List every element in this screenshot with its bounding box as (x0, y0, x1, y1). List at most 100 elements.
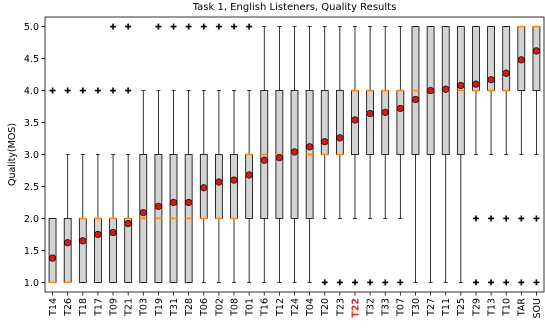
x-tick-label: T29 (471, 298, 482, 317)
outlier-point (518, 279, 525, 286)
outlier-point (518, 215, 525, 222)
x-tick-label: T30 (411, 298, 422, 317)
outlier-point (170, 23, 177, 30)
box (532, 26, 541, 91)
box-group-t24: T24 (290, 26, 301, 317)
x-tick-label: T06 (199, 298, 210, 317)
box-group-t13: T13 (486, 26, 497, 317)
box-group-tar: TAR (517, 25, 528, 317)
outlier-point (185, 23, 192, 30)
outlier-point (246, 23, 253, 30)
y-tick-label: 1.5 (24, 246, 39, 257)
outlier-point (231, 23, 238, 30)
x-tick-label: T27 (426, 298, 437, 317)
x-tick-label: T11 (441, 298, 452, 317)
mean-point (200, 184, 208, 192)
mean-point (366, 109, 374, 118)
box-group-t27: T27 (426, 26, 437, 317)
x-tick-label: T23 (335, 298, 346, 317)
mean-point (502, 69, 510, 77)
mean-point (139, 209, 147, 217)
x-tick-label: T16 (260, 298, 271, 317)
box-group-t04: T04 (305, 26, 316, 317)
x-tick-label: T17 (93, 298, 104, 317)
mean-point (532, 47, 541, 55)
box-group-t10: T10 (502, 26, 513, 317)
outlier-point (200, 23, 207, 30)
outlier-point (215, 23, 222, 30)
x-tick-label: T21 (124, 298, 135, 317)
outlier-point (397, 279, 404, 286)
box-group-t30: T30 (411, 26, 422, 317)
mean-point (442, 85, 450, 93)
mean-point (79, 237, 87, 245)
x-tick-label: T10 (502, 298, 513, 317)
box (366, 90, 374, 155)
x-tick-label: T26 (63, 298, 74, 317)
mean-point (215, 178, 223, 186)
x-tick-label: T24 (290, 298, 301, 317)
y-tick-label: 5.0 (24, 22, 39, 33)
box-group-t08: T08 (229, 23, 240, 317)
y-tick-label: 3.5 (24, 118, 39, 129)
box-group-t06: T06 (199, 23, 210, 317)
mean-point (351, 116, 359, 124)
x-tick-label: T12 (275, 298, 286, 317)
y-tick-label: 2.0 (24, 214, 39, 225)
mean-point (230, 176, 238, 184)
mean-point (109, 228, 117, 237)
mean-point (154, 202, 163, 210)
mean-point (396, 104, 404, 113)
mean-point (426, 86, 435, 95)
outlier-point (336, 279, 343, 286)
box-group-t29: T29 (471, 26, 482, 317)
outlier-point (321, 279, 328, 286)
chart-title: Task 1, English Listeners, Quality Resul… (192, 2, 397, 13)
box (63, 218, 72, 283)
box (215, 154, 223, 219)
x-tick-label: T13 (486, 298, 497, 317)
mean-point (124, 219, 132, 228)
outlier-point (503, 279, 510, 286)
outlier-point (503, 215, 510, 222)
box-group-t09: T09 (108, 23, 119, 317)
box (245, 154, 254, 219)
outlier-point (472, 279, 479, 286)
box-group-t32: T32 (366, 26, 377, 317)
x-tick-label: T01 (245, 298, 256, 317)
mean-point (472, 80, 480, 88)
y-tick-label: 3.0 (24, 150, 39, 161)
box-group-t12: T12 (275, 26, 286, 317)
mean-point (517, 56, 525, 64)
box-group-sou: SOU (532, 25, 543, 319)
outlier-point (110, 87, 117, 94)
x-tick-label: SOU (532, 298, 543, 319)
box-group-t33: T33 (381, 26, 392, 317)
box (502, 26, 511, 91)
box-group-t25: T25 (456, 26, 467, 317)
y-tick-label: 1.0 (24, 278, 39, 289)
x-tick-label: T28 (184, 298, 195, 317)
mean-point (260, 156, 268, 164)
box-group-t20: T20 (320, 26, 331, 317)
y-tick-label: 4.0 (24, 86, 39, 97)
box (381, 90, 390, 155)
outlier-point (367, 279, 374, 286)
x-tick-label: T18 (78, 298, 89, 317)
mean-point (275, 154, 283, 162)
box-group-t21: T21 (124, 23, 135, 317)
mean-point (94, 230, 102, 239)
box-group-t16: T16 (260, 26, 271, 317)
mean-point (411, 95, 420, 104)
outlier-point (94, 87, 101, 94)
mean-point (457, 81, 465, 90)
box-group-t28: T28 (184, 23, 195, 317)
outlier-point (110, 23, 117, 30)
mean-point (48, 254, 57, 262)
x-tick-label: T32 (366, 298, 377, 317)
outlier-point (382, 279, 389, 286)
outlier-point (64, 87, 71, 94)
outlier-point (488, 279, 495, 286)
box-group-t17: T17 (93, 87, 104, 317)
